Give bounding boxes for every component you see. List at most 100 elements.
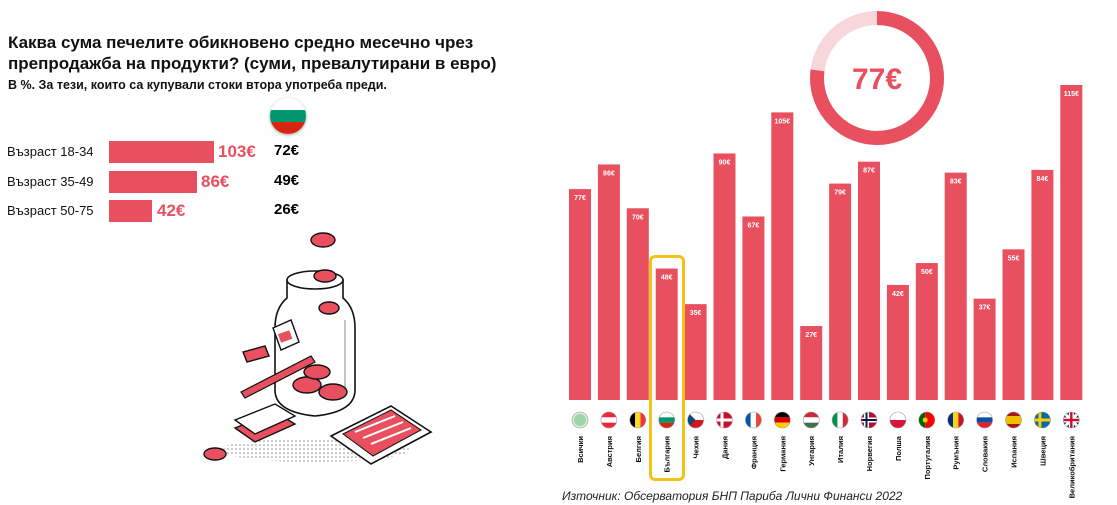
flag-icon — [572, 412, 588, 428]
flag-icon — [1063, 412, 1080, 428]
coin-jar-illustration — [203, 232, 433, 465]
bar-value-label: 87€ — [863, 168, 875, 175]
flag-border — [658, 411, 675, 429]
flag-icon — [716, 412, 733, 428]
bar — [944, 172, 967, 400]
bulgaria-flag-icon — [270, 98, 306, 134]
bar — [713, 153, 736, 400]
chart-title: Каква сума печелите обикновено средно ме… — [8, 33, 497, 73]
category-label: Италия — [836, 436, 845, 463]
category-label: Белгия — [634, 436, 643, 462]
bar-value-label: 48€ — [661, 275, 673, 282]
average-value: 77€ — [852, 63, 902, 96]
bulgaria-highlight-box — [649, 255, 685, 481]
age-label: Възраст 35-49 — [7, 174, 94, 189]
flag-icon — [1005, 412, 1022, 428]
flag-border — [600, 411, 618, 429]
bar — [973, 298, 996, 400]
category-label: Дания — [721, 436, 730, 459]
flag-border — [716, 411, 733, 429]
bar-value-label: 115€ — [1064, 91, 1079, 98]
category-label: Испания — [1010, 436, 1019, 468]
category-label: Португалия — [923, 436, 932, 480]
flag-border — [831, 411, 849, 429]
bar-value-label: 50€ — [921, 269, 933, 276]
category-label: Франция — [749, 436, 758, 469]
bar — [858, 161, 880, 400]
age-label: Възраст 18-34 — [7, 144, 94, 159]
flag-icon — [600, 412, 617, 428]
flag-border — [1005, 411, 1022, 429]
bar — [569, 189, 591, 400]
flag-icon — [1034, 412, 1051, 428]
bar — [800, 326, 823, 400]
bar-value-label: 90€ — [719, 159, 731, 166]
flag-border — [571, 411, 589, 429]
flag-border — [1062, 411, 1080, 429]
bar — [886, 284, 909, 400]
average-ring-fill — [810, 11, 944, 145]
bar-value-label: 70€ — [632, 214, 644, 221]
bulgaria-value: 72€ — [274, 142, 300, 159]
bar-value-label: 55€ — [1008, 255, 1020, 262]
bar — [742, 216, 765, 400]
flag-icon — [687, 412, 704, 428]
flag-border — [976, 411, 993, 429]
bar — [1031, 169, 1054, 400]
bar-value-label: 37€ — [979, 305, 991, 312]
bar-value-label: 42€ — [892, 291, 904, 298]
category-label: Полша — [894, 435, 903, 461]
flag-border — [745, 411, 762, 429]
category-label: Чехия — [692, 436, 701, 459]
bar — [626, 208, 649, 400]
bar — [684, 304, 707, 400]
category-label: Австрия — [605, 436, 614, 467]
category-label: Всички — [576, 436, 585, 463]
flag-icon — [976, 412, 993, 428]
category-label: Норвегия — [865, 436, 874, 471]
flag-border — [687, 411, 704, 429]
flag-icon — [658, 412, 675, 428]
category-label: Унгария — [807, 436, 816, 466]
flag-icon — [861, 412, 877, 428]
flag-border — [860, 411, 878, 429]
country-bar-chart: 77€ 77€ Всички 86€ Австрия 70€ Белгия 48€ Българ… — [569, 11, 1083, 498]
flag-border — [1034, 411, 1051, 429]
age-label: Възраст 50-75 — [7, 203, 94, 218]
bar-value-label: 67€ — [748, 222, 760, 229]
category-label: Великобритания — [1067, 436, 1076, 498]
flag-border — [918, 411, 936, 429]
bar-value-label: 27€ — [805, 332, 817, 339]
bar-value-label: 35€ — [690, 310, 702, 317]
category-label: Словакия — [981, 436, 990, 472]
flag-icon — [947, 412, 964, 428]
flag-icon — [629, 412, 646, 428]
flag-border — [889, 411, 907, 429]
age-value: 86€ — [201, 172, 230, 191]
age-value: 103€ — [218, 142, 256, 161]
bar — [771, 112, 794, 401]
flag-icon — [889, 412, 906, 428]
chart-subtitle: В %. За тези, които са купували стоки вт… — [8, 78, 387, 92]
bar — [915, 263, 938, 400]
bulgaria-value: 49€ — [274, 172, 300, 189]
bar — [829, 183, 852, 400]
age-bar — [109, 171, 197, 193]
source-note: Източник: Обсерватория БНП Париба Лични … — [562, 489, 903, 503]
flag-border — [947, 411, 965, 429]
bar-value-label: 105€ — [775, 118, 791, 125]
bar-value-label: 83€ — [950, 179, 962, 186]
category-label: Румъния — [952, 436, 961, 470]
bulgaria-value: 26€ — [274, 201, 300, 218]
age-value: 42€ — [157, 201, 186, 220]
flag-icon — [803, 412, 820, 428]
flag-icon — [745, 412, 762, 428]
bar-value-label: 84€ — [1037, 176, 1049, 183]
flag-border — [629, 411, 647, 429]
bar — [1060, 85, 1083, 400]
category-label: България — [663, 436, 672, 473]
bar-value-label: 79€ — [834, 190, 846, 197]
flag-icon — [918, 412, 935, 428]
bar-value-label: 77€ — [574, 195, 586, 202]
category-label: Германия — [778, 436, 787, 472]
